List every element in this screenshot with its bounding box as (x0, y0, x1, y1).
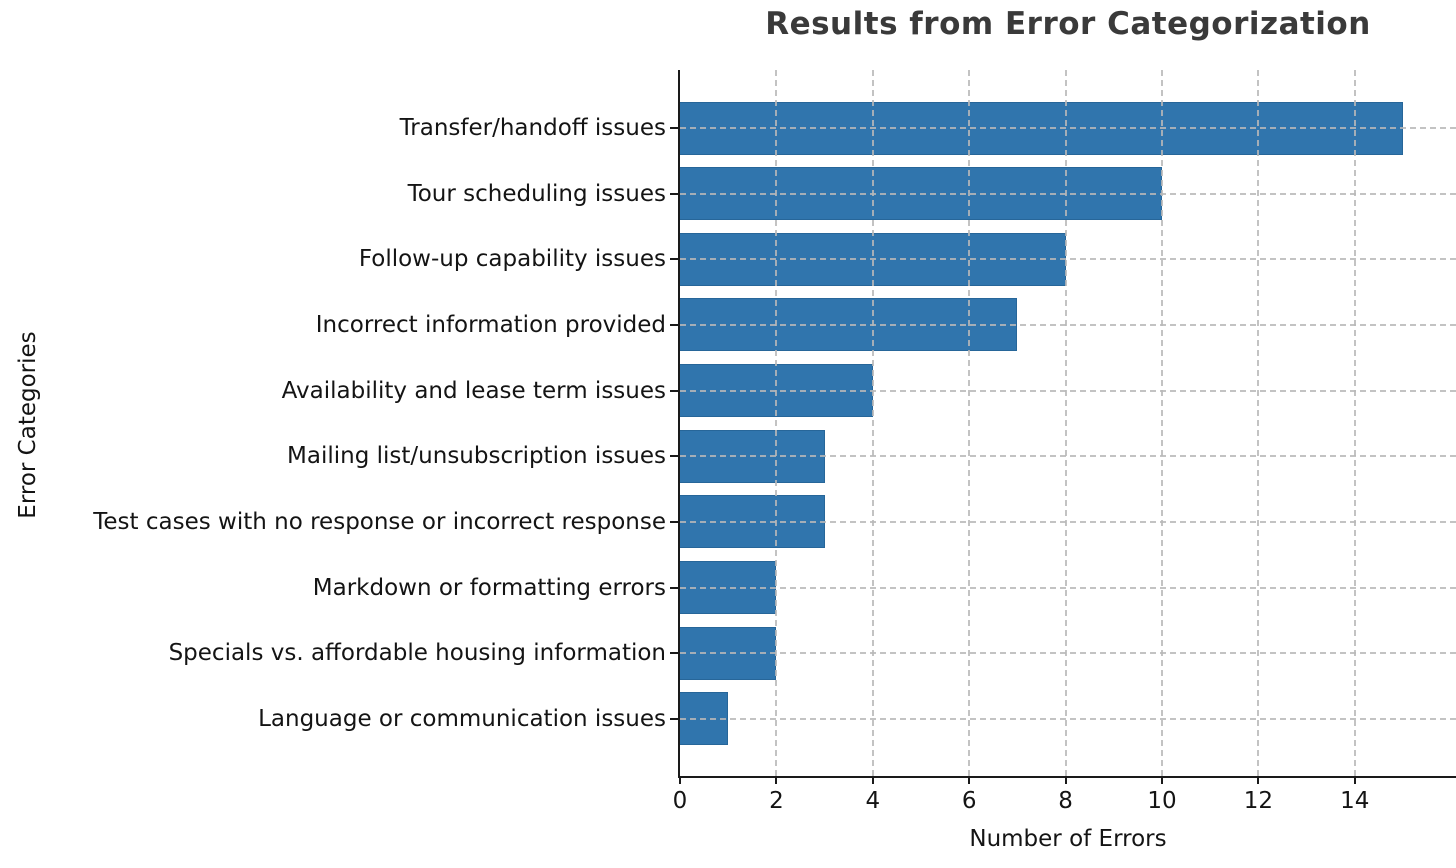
x-tick-mark (775, 776, 778, 784)
x-tick-mark (1257, 776, 1260, 784)
vertical-gridline (1257, 70, 1260, 776)
x-tick-label: 4 (865, 788, 881, 814)
x-tick-label: 6 (961, 788, 977, 814)
chart-title: Results from Error Categorization (765, 6, 1371, 42)
x-tick-mark (1353, 776, 1356, 784)
category-label: Follow-up capability issues (358, 246, 666, 273)
x-tick-label: 12 (1243, 788, 1274, 814)
horizontal-gridline (680, 389, 1456, 392)
category-label: Transfer/handoff issues (399, 115, 666, 141)
x-tick-mark (968, 776, 971, 784)
y-tick-mark (670, 520, 678, 523)
x-tick-label: 14 (1340, 788, 1370, 814)
y-tick-mark (670, 389, 678, 392)
y-tick-mark (670, 586, 678, 589)
y-axis-spine (678, 70, 680, 778)
category-label: Language or communication issues (258, 705, 666, 732)
y-tick-mark (670, 192, 678, 195)
y-tick-mark (670, 717, 678, 720)
vertical-gridline (775, 70, 778, 776)
category-label: Availability and lease term issues (281, 377, 666, 404)
category-label: Test cases with no response or incorrect… (93, 508, 666, 535)
horizontal-gridline (680, 652, 1456, 655)
plot-area (670, 70, 1456, 784)
vertical-gridline (871, 70, 874, 776)
category-label: Incorrect information provided (315, 311, 666, 338)
horizontal-gridline (680, 258, 1456, 261)
horizontal-gridline (680, 717, 1456, 720)
category-label: Tour scheduling issues (407, 180, 666, 207)
category-label: Mailing list/unsubscription issues (287, 443, 666, 470)
x-axis-spine (678, 776, 1456, 778)
x-tick-label: 2 (769, 788, 784, 814)
x-tick-label: 8 (1058, 788, 1073, 814)
x-tick-mark (871, 776, 874, 784)
category-label: Specials vs. affordable housing informat… (168, 640, 666, 667)
x-tick-label: 10 (1147, 788, 1177, 814)
y-axis-label: Error Categories (15, 331, 41, 519)
horizontal-gridline (680, 192, 1456, 195)
y-tick-mark (670, 127, 678, 129)
horizontal-gridline (680, 127, 1456, 129)
horizontal-gridline (680, 586, 1456, 589)
x-tick-mark (679, 776, 681, 784)
category-label: Markdown or formatting errors (312, 574, 666, 601)
vertical-gridline (1064, 70, 1067, 776)
x-axis-label: Number of Errors (969, 826, 1167, 852)
horizontal-gridline (680, 520, 1456, 523)
x-tick-label: 0 (672, 788, 688, 814)
y-tick-mark (670, 652, 678, 655)
y-tick-mark (670, 455, 678, 458)
x-tick-mark (1161, 776, 1163, 784)
horizontal-gridline (680, 323, 1456, 326)
horizontal-gridline (680, 455, 1456, 458)
vertical-gridline (968, 70, 971, 776)
vertical-gridline (1161, 70, 1163, 776)
y-tick-mark (670, 258, 678, 261)
y-tick-mark (670, 323, 678, 326)
x-tick-mark (1064, 776, 1067, 784)
vertical-gridline (1353, 70, 1356, 776)
